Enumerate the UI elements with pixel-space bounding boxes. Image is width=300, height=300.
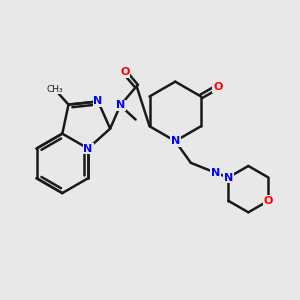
Text: N: N	[211, 168, 220, 178]
Text: N: N	[83, 143, 93, 154]
Text: N: N	[171, 136, 180, 146]
Text: CH₃: CH₃	[46, 85, 63, 94]
Text: O: O	[213, 82, 222, 92]
Text: N: N	[93, 97, 103, 106]
Text: N: N	[116, 100, 125, 110]
Text: O: O	[264, 196, 273, 206]
Text: O: O	[120, 67, 129, 77]
Text: N: N	[224, 172, 233, 182]
